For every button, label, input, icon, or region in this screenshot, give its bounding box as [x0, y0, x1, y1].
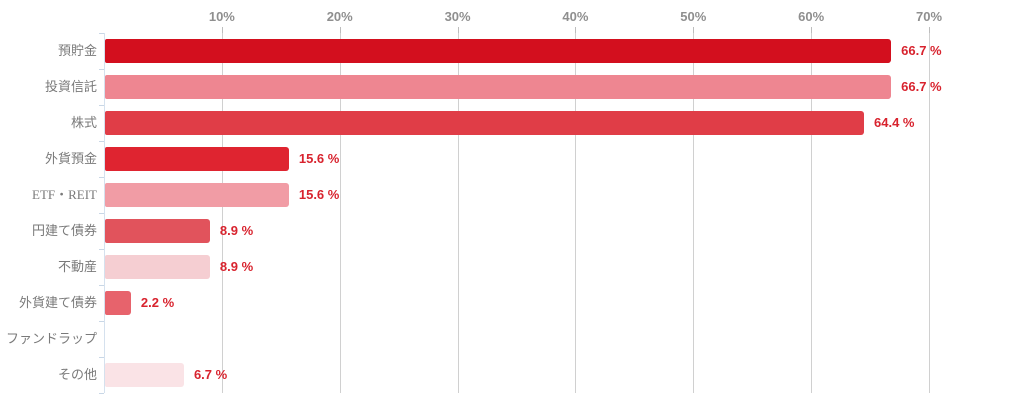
category-label: その他 — [57, 367, 97, 382]
value-label: 2.2 % — [140, 295, 175, 310]
bar — [105, 111, 865, 135]
value-label: 66.7 % — [901, 43, 942, 58]
x-tick-label: 70% — [916, 9, 943, 24]
x-tick-label: 40% — [562, 9, 589, 24]
x-tick-label: 30% — [444, 9, 471, 24]
x-tick-mark — [457, 27, 459, 34]
category-label: 円建て債券 — [31, 223, 97, 238]
gridline — [221, 33, 223, 393]
x-tick-mark — [221, 27, 223, 34]
y-axis-tick — [99, 141, 104, 142]
value-label: 8.9 % — [219, 223, 254, 238]
category-label: ファンドラップ — [5, 331, 97, 346]
category-label: 投資信託 — [44, 79, 97, 94]
chart-row: 66.7 % — [104, 69, 1024, 105]
x-tick-mark — [693, 27, 695, 34]
bar — [105, 75, 892, 99]
category-label: ETF・REIT — [32, 187, 97, 202]
y-axis-tick — [99, 177, 104, 178]
y-axis-tick — [99, 249, 104, 250]
chart-row: 66.7 % — [104, 33, 1024, 69]
y-axis-tick — [99, 321, 104, 322]
gridline — [339, 33, 341, 393]
chart-row: 6.7 % — [104, 357, 1024, 393]
gridline — [811, 33, 813, 393]
y-axis-tick — [99, 33, 104, 34]
x-tick-label: 20% — [326, 9, 353, 24]
x-tick-label: 10% — [208, 9, 235, 24]
chart-row: 2.2 % — [104, 285, 1024, 321]
bar — [105, 39, 892, 63]
value-label: 66.7 % — [901, 79, 942, 94]
y-axis-tick — [99, 393, 104, 394]
bar — [105, 255, 210, 279]
value-label: 8.9 % — [219, 259, 254, 274]
x-tick-mark — [575, 27, 577, 34]
x-tick-mark — [811, 27, 813, 34]
category-label: 預貯金 — [57, 43, 97, 58]
value-label: 15.6 % — [298, 187, 340, 202]
y-axis-line — [104, 33, 105, 393]
bar — [105, 363, 184, 387]
value-label: 64.4 % — [874, 115, 915, 130]
bar — [105, 147, 289, 171]
category-label: 外貨建て債券 — [18, 295, 97, 310]
y-axis-tick — [99, 213, 104, 214]
chart-row: 8.9 % — [104, 213, 1024, 249]
chart-row: 8.9 % — [104, 249, 1024, 285]
chart-row — [104, 321, 1024, 357]
bar — [105, 219, 210, 243]
gridline — [457, 33, 459, 393]
chart-row: 64.4 % — [104, 105, 1024, 141]
bar — [105, 291, 131, 315]
x-tick-label: 50% — [680, 9, 707, 24]
y-axis-tick — [99, 105, 104, 106]
category-label: 株式 — [70, 115, 97, 130]
bar — [105, 183, 289, 207]
value-label: 6.7 % — [193, 367, 228, 382]
category-label: 不動産 — [57, 259, 97, 274]
x-tick-mark — [929, 27, 931, 34]
gridline — [575, 33, 577, 393]
y-axis-tick — [99, 69, 104, 70]
gridline — [693, 33, 695, 393]
x-tick-label: 60% — [798, 9, 825, 24]
value-label: 15.6 % — [298, 151, 340, 166]
y-axis-tick — [99, 285, 104, 286]
chart-row: 15.6 % — [104, 141, 1024, 177]
y-axis-tick — [99, 357, 104, 358]
plot-area: 66.7 % 66.7 % 64.4 % 15.6 % 15.6 % 8.9 % 8.9 %… — [99, 33, 1024, 394]
gridline — [929, 33, 931, 393]
chart-row: 15.6 % — [104, 177, 1024, 213]
category-label: 外貨預金 — [44, 151, 97, 166]
x-tick-mark — [339, 27, 341, 34]
